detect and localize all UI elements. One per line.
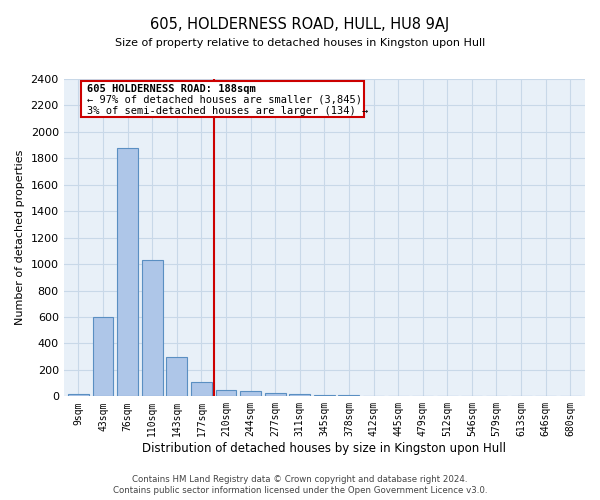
Text: Contains public sector information licensed under the Open Government Licence v3: Contains public sector information licen… [113,486,487,495]
Bar [68,394,89,396]
Text: 3% of semi-detached houses are larger (134) →: 3% of semi-detached houses are larger (1… [87,106,368,116]
X-axis label: Distribution of detached houses by size in Kingston upon Hull: Distribution of detached houses by size … [142,442,506,455]
Bar [314,395,335,396]
Text: 605, HOLDERNESS ROAD, HULL, HU8 9AJ: 605, HOLDERNESS ROAD, HULL, HU8 9AJ [151,18,449,32]
FancyBboxPatch shape [81,81,364,116]
Bar [117,148,138,396]
Text: 605 HOLDERNESS ROAD: 188sqm: 605 HOLDERNESS ROAD: 188sqm [87,84,256,94]
Text: Contains HM Land Registry data © Crown copyright and database right 2024.: Contains HM Land Registry data © Crown c… [132,475,468,484]
Bar [166,358,187,397]
Text: Size of property relative to detached houses in Kingston upon Hull: Size of property relative to detached ho… [115,38,485,48]
Y-axis label: Number of detached properties: Number of detached properties [15,150,25,326]
Bar [289,394,310,396]
Bar [215,390,236,396]
Bar [191,382,212,396]
Text: ← 97% of detached houses are smaller (3,845): ← 97% of detached houses are smaller (3,… [87,95,362,105]
Bar [265,392,286,396]
Bar [142,260,163,396]
Bar [92,317,113,396]
Bar [240,391,261,396]
